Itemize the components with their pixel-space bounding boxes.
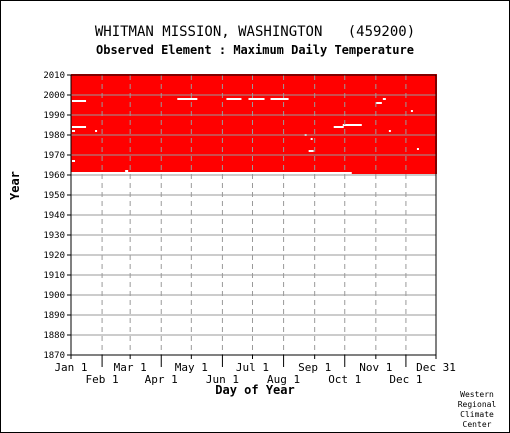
missing-data-gap: [382, 98, 386, 100]
y-tick-label: 1920: [43, 251, 65, 261]
x-tick-label: Aug 1: [267, 373, 300, 386]
missing-data-gap: [72, 160, 76, 162]
grid-layer: [71, 75, 436, 355]
x-tick-label: May 1: [175, 361, 208, 374]
x-tick-label: Jan 1: [54, 361, 87, 374]
y-tick-label: 1950: [43, 191, 65, 201]
x-tick-label: Apr 1: [145, 373, 178, 386]
missing-data-gap: [375, 102, 382, 104]
missing-data-gap: [310, 138, 313, 140]
y-tick-label: 1890: [43, 311, 65, 321]
missing-data-gap: [410, 110, 413, 112]
data-coverage-block: [351, 74, 438, 174]
missing-data-gap: [270, 98, 289, 100]
y-tick-label: 1930: [43, 231, 65, 241]
x-tick-label: Dec 31: [416, 361, 456, 374]
x-tick-label: Jun 1: [206, 373, 239, 386]
missing-data-gap: [177, 98, 198, 100]
x-tick-label: Jul 1: [236, 361, 269, 374]
y-tick-label: 1910: [43, 271, 65, 281]
missing-data-gap: [342, 124, 362, 126]
coverage-layer: [71, 74, 438, 174]
data-coverage-block: [71, 74, 353, 172]
credit-line: Western: [460, 390, 494, 399]
chart-title: WHITMAN MISSION, WASHINGTON (459200): [94, 24, 416, 40]
y-tick-label: 1970: [43, 151, 65, 161]
credit-line: Center: [462, 420, 492, 429]
y-tick-label: 2010: [43, 71, 65, 81]
missing-data-gap: [416, 148, 419, 150]
y-tick-label: 1900: [43, 291, 65, 301]
y-tick-label: 1960: [43, 171, 65, 181]
credit-line: Climate: [460, 410, 494, 419]
x-tick-label: Feb 1: [86, 373, 119, 386]
missing-data-gap: [72, 100, 87, 102]
x-axis-label: Day of Year: [215, 383, 295, 397]
missing-data-gap: [226, 98, 242, 100]
missing-data-gap: [72, 130, 76, 132]
x-tick-label: Mar 1: [114, 361, 147, 374]
missing-data-gap: [388, 130, 391, 132]
missing-data-gap: [308, 150, 314, 152]
x-tick-label: Oct 1: [328, 373, 361, 386]
missing-data-gap: [333, 126, 344, 128]
y-tick-label: 1940: [43, 211, 65, 221]
missing-data-gap: [72, 126, 87, 128]
tick-label-layer: 1870 1880 1890 1900 1910 1920 1930 1940 1950 1960…: [43, 71, 456, 386]
credit-line: Regional: [457, 400, 497, 409]
missing-data-gap: [125, 170, 129, 172]
x-tick-label: Dec 1: [389, 373, 422, 386]
y-tick-label: 1870: [43, 351, 65, 361]
x-tick-label: Sep 1: [298, 361, 331, 374]
y-tick-label: 1990: [43, 111, 65, 121]
tick-layer: [67, 74, 437, 367]
credit-block: Western Regional Climate Center: [452, 390, 502, 430]
y-tick-label: 1980: [43, 131, 65, 141]
y-axis-label: Year: [8, 171, 22, 200]
y-tick-label: 2000: [43, 91, 65, 101]
x-tick-label: Nov 1: [359, 361, 392, 374]
missing-data-gap: [95, 130, 98, 132]
missing-data-gap: [248, 98, 265, 100]
y-tick-label: 1880: [43, 331, 65, 341]
chart-subtitle: Observed Element : Maximum Daily Tempera…: [96, 43, 414, 57]
